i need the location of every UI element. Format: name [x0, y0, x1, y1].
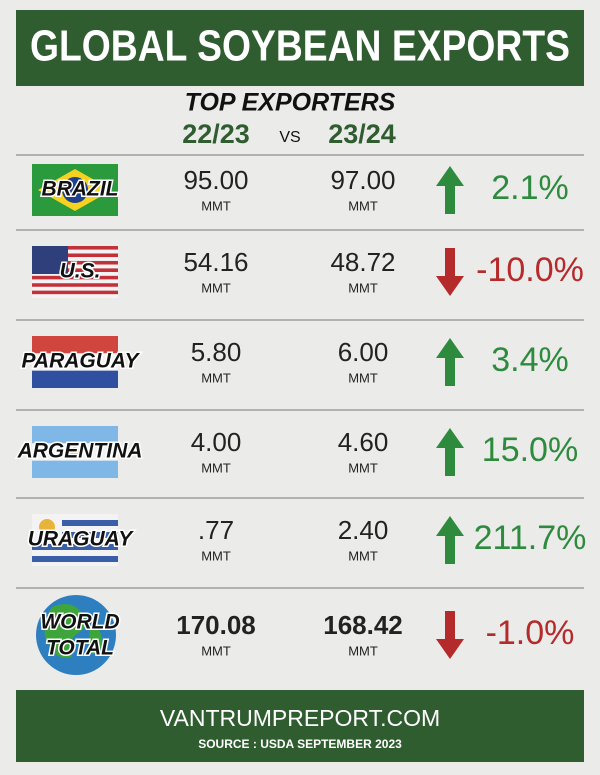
footer-source: SOURCE : USDA SEPTEMBER 2023 [198, 737, 402, 751]
change: 3.4% [491, 341, 569, 379]
change: 2.1% [491, 169, 569, 207]
flag-part [32, 249, 118, 254]
flag-part [32, 556, 118, 562]
flag-part [32, 532, 118, 538]
country-name: URAGUAY [28, 528, 135, 551]
footer-banner [16, 690, 584, 762]
value-b: 97.00 [330, 165, 395, 195]
value-b: 168.42 [323, 610, 403, 640]
value-b: 2.40 [338, 515, 389, 545]
unit-b: MMT [348, 643, 378, 658]
unit-b: MMT [348, 460, 378, 475]
title: GLOBAL SOYBEAN EXPORTS [30, 22, 570, 71]
flag-part [62, 177, 88, 203]
unit-a: MMT [201, 198, 231, 213]
flag-part [32, 264, 118, 269]
value-a: 4.00 [191, 427, 242, 457]
flag-part [32, 275, 118, 280]
flag-part [32, 520, 118, 526]
flag-part [32, 353, 118, 371]
value-b: 48.72 [330, 247, 395, 277]
country-name: TOTAL [46, 637, 114, 660]
down-arrow [436, 248, 464, 296]
flag-part [32, 283, 118, 287]
value-a: 54.16 [183, 247, 248, 277]
unit-a: MMT [201, 280, 231, 295]
rows: BRAZIL 95.00 MMT 97.00 MMT 2.1% U.S. 54.16 MMT 48… [15, 154, 587, 675]
unit-b: MMT [348, 198, 378, 213]
flag-part [32, 253, 118, 258]
flag-part [32, 294, 118, 298]
value-a: 170.08 [176, 610, 256, 640]
flag-part [32, 279, 118, 284]
up-arrow [436, 516, 464, 564]
flag-part [32, 286, 118, 291]
period-b: 23/24 [328, 119, 396, 149]
country-name: WORLD [40, 611, 119, 634]
value-b: 6.00 [338, 337, 389, 367]
value-a: 5.80 [191, 337, 242, 367]
flag-part [39, 519, 55, 535]
flag-part [32, 246, 118, 250]
flag-part [32, 336, 118, 354]
up-arrow [436, 428, 464, 476]
country-name: U.S. [60, 260, 101, 283]
flag-part [32, 268, 118, 272]
flag-part [70, 447, 80, 457]
title-banner [16, 10, 584, 86]
flag-part [32, 544, 118, 550]
unit-b: MMT [348, 280, 378, 295]
unit-a: MMT [201, 548, 231, 563]
up-arrow [436, 166, 464, 214]
flag-part [32, 460, 118, 478]
country-name: PARAGUAY [21, 350, 140, 373]
period-a: 22/23 [182, 119, 250, 149]
value-a: .77 [198, 515, 234, 545]
country-name: BRAZIL [42, 178, 119, 201]
flag-part [32, 257, 118, 261]
value-a: 95.00 [183, 165, 248, 195]
flag-part [32, 370, 118, 388]
down-arrow [436, 611, 464, 659]
unit-a: MMT [201, 643, 231, 658]
change: -1.0% [486, 614, 575, 652]
flag-part [32, 272, 118, 276]
unit-a: MMT [201, 460, 231, 475]
country-name: ARGENTINA [17, 440, 143, 463]
change: 211.7% [474, 519, 587, 557]
flag-part [32, 260, 118, 265]
unit-b: MMT [348, 370, 378, 385]
vs-label: VS [279, 129, 300, 146]
subtitle: TOP EXPORTERS [185, 89, 396, 117]
flag-part [32, 290, 118, 295]
globe-land [44, 604, 103, 658]
flag-part [32, 246, 68, 274]
value-b: 4.60 [338, 427, 389, 457]
footer-site: VANTRUMPREPORT.COM [160, 705, 440, 731]
change: -10.0% [476, 251, 584, 289]
unit-b: MMT [348, 548, 378, 563]
unit-a: MMT [201, 370, 231, 385]
flag-part [32, 426, 118, 444]
change: 15.0% [482, 431, 578, 469]
up-arrow [436, 338, 464, 386]
